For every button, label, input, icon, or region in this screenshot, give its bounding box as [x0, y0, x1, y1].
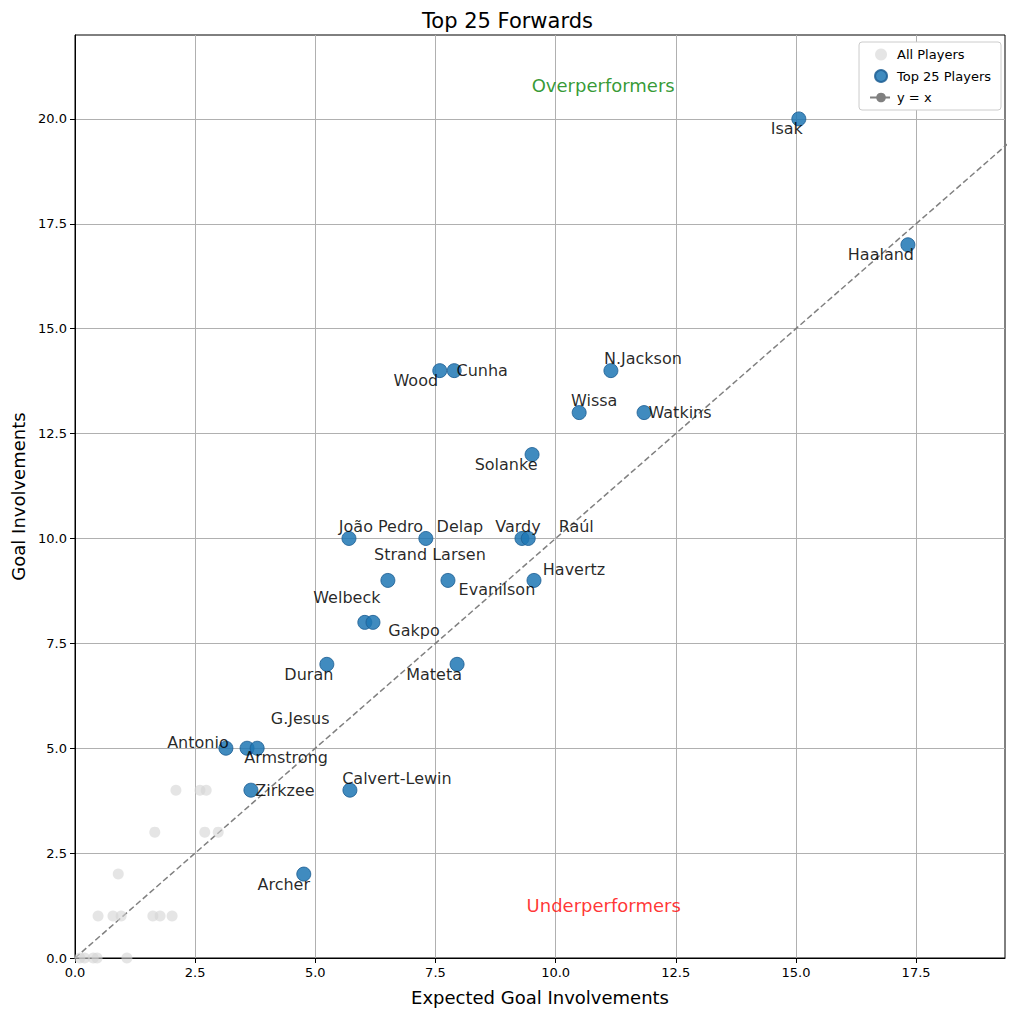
svg-text:Delap: Delap: [437, 517, 484, 536]
svg-text:17.5: 17.5: [902, 965, 931, 980]
svg-text:Havertz: Havertz: [543, 560, 605, 579]
svg-text:0.0: 0.0: [46, 951, 67, 966]
svg-text:Mateta: Mateta: [406, 665, 462, 684]
svg-text:Wood: Wood: [393, 371, 438, 390]
svg-text:All Players: All Players: [897, 47, 965, 62]
svg-text:Calvert-Lewin: Calvert-Lewin: [342, 769, 452, 788]
svg-text:7.5: 7.5: [46, 636, 67, 651]
svg-text:Wissa: Wissa: [571, 391, 617, 410]
svg-text:Expected Goal Involvements: Expected Goal Involvements: [411, 987, 669, 1008]
svg-text:Haaland: Haaland: [848, 245, 914, 264]
svg-text:2.5: 2.5: [46, 846, 67, 861]
svg-text:Overperformers: Overperformers: [532, 75, 675, 96]
svg-text:Cunha: Cunha: [457, 361, 508, 380]
svg-text:12.5: 12.5: [661, 965, 690, 980]
svg-text:Strand Larsen: Strand Larsen: [374, 545, 486, 564]
svg-text:12.5: 12.5: [38, 426, 67, 441]
svg-text:João Pedro: João Pedro: [338, 517, 423, 536]
svg-text:5.0: 5.0: [46, 741, 67, 756]
svg-text:17.5: 17.5: [38, 216, 67, 231]
svg-text:Armstrong: Armstrong: [244, 748, 328, 767]
svg-text:Zirkzee: Zirkzee: [255, 781, 314, 800]
svg-text:Welbeck: Welbeck: [313, 588, 381, 607]
svg-text:Top 25 Players: Top 25 Players: [896, 69, 991, 84]
svg-text:Isak: Isak: [771, 119, 804, 138]
svg-text:Archer: Archer: [258, 875, 311, 894]
svg-text:15.0: 15.0: [38, 321, 67, 336]
svg-text:y = x: y = x: [897, 90, 932, 105]
svg-text:7.5: 7.5: [425, 965, 446, 980]
svg-text:0.0: 0.0: [65, 965, 86, 980]
svg-text:15.0: 15.0: [781, 965, 810, 980]
svg-text:Vardy: Vardy: [495, 517, 540, 536]
svg-text:N.Jackson: N.Jackson: [604, 349, 682, 368]
svg-text:Antonio: Antonio: [167, 733, 229, 752]
svg-text:5.0: 5.0: [305, 965, 326, 980]
svg-text:Goal Involvements: Goal Involvements: [8, 412, 29, 580]
svg-text:Raúl: Raúl: [559, 517, 594, 536]
svg-text:Underperformers: Underperformers: [527, 895, 681, 916]
svg-text:Evanilson: Evanilson: [459, 580, 536, 599]
svg-text:20.0: 20.0: [38, 111, 67, 126]
svg-text:2.5: 2.5: [185, 965, 206, 980]
svg-text:Gakpo: Gakpo: [388, 621, 439, 640]
svg-text:Solanke: Solanke: [475, 455, 538, 474]
svg-text:Duran: Duran: [284, 665, 333, 684]
svg-text:Top 25 Forwards: Top 25 Forwards: [421, 9, 593, 33]
svg-text:Watkins: Watkins: [649, 403, 712, 422]
svg-text:G.Jesus: G.Jesus: [271, 709, 330, 728]
svg-text:10.0: 10.0: [38, 531, 67, 546]
svg-text:10.0: 10.0: [541, 965, 570, 980]
